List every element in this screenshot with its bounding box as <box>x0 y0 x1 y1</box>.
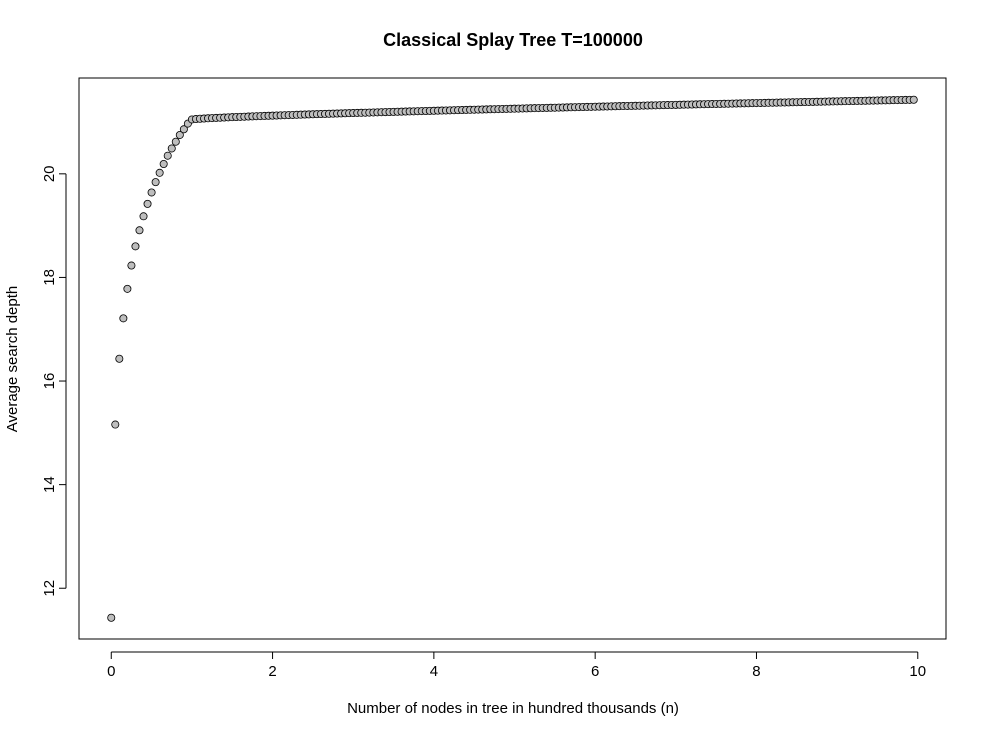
data-point <box>115 354 124 363</box>
data-point <box>107 613 116 622</box>
y-tick-label: 16 <box>41 373 58 390</box>
y-tick-label: 18 <box>41 269 58 286</box>
x-axis: 0 2 4 6 8 10 <box>107 651 926 680</box>
x-tick-label: 8 <box>752 663 760 680</box>
y-axis-label: Average search depth <box>4 286 21 433</box>
y-tick-label: 12 <box>41 580 58 597</box>
x-axis-label: Number of nodes in tree in hundred thous… <box>347 700 679 717</box>
data-point <box>151 178 160 187</box>
chart-title: Classical Splay Tree T=100000 <box>383 30 643 50</box>
data-point <box>171 137 180 146</box>
data-point <box>175 130 184 139</box>
data-points <box>107 95 918 622</box>
data-point <box>167 144 176 153</box>
y-tick-label: 20 <box>41 165 58 182</box>
data-point <box>909 95 918 104</box>
y-tick-label: 14 <box>41 476 58 493</box>
data-point <box>143 199 152 208</box>
data-point <box>111 420 120 429</box>
x-tick-label: 6 <box>591 663 599 680</box>
x-tick-label: 10 <box>909 663 926 680</box>
y-axis: 12 14 16 18 20 <box>41 165 67 597</box>
x-tick-label: 0 <box>107 663 115 680</box>
data-point <box>123 284 132 293</box>
data-point <box>119 314 128 323</box>
data-point <box>163 151 172 160</box>
data-point <box>179 125 188 134</box>
data-point <box>155 168 164 177</box>
data-point <box>131 242 140 251</box>
x-tick-label: 2 <box>268 663 276 680</box>
data-point <box>147 188 156 197</box>
data-point <box>159 159 168 168</box>
data-point <box>135 226 144 235</box>
data-point <box>139 212 148 221</box>
plot-frame <box>78 77 947 640</box>
data-point <box>127 261 136 270</box>
x-tick-label: 4 <box>430 663 438 680</box>
